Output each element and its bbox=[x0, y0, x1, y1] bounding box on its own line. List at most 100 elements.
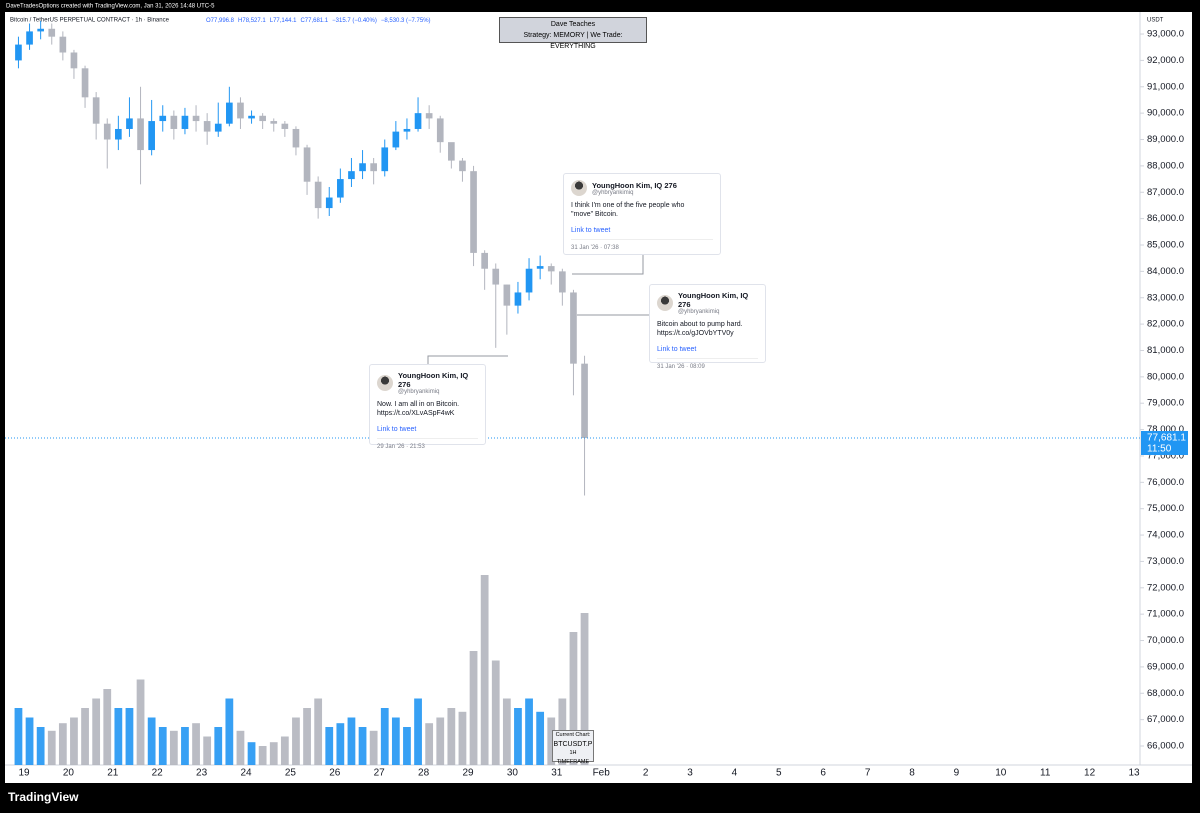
note-title: Dave Teaches bbox=[550, 21, 596, 28]
credit: DaveTradesOptions created with TradingVi… bbox=[6, 4, 215, 10]
y-tick-label: 68,000.0 bbox=[1147, 688, 1184, 699]
candle-body bbox=[470, 171, 477, 253]
x-tick-label: 23 bbox=[196, 768, 208, 779]
y-tick-label: 85,000.0 bbox=[1147, 240, 1184, 251]
tweet-card: YoungHoon Kim, IQ 276 @yhbryankimiq Bitco… bbox=[649, 284, 766, 370]
volume-bar bbox=[292, 717, 300, 765]
x-tick-label: 25 bbox=[285, 768, 297, 779]
candle-body bbox=[314, 181, 322, 209]
stat: H78,527.1 bbox=[238, 18, 266, 24]
candle-body bbox=[103, 123, 111, 140]
connectors bbox=[427, 255, 649, 364]
x-tick-label: 30 bbox=[507, 768, 519, 779]
tweet-handle: @yhbryankimiq bbox=[398, 389, 440, 395]
x-tick-label: 28 bbox=[418, 768, 430, 779]
x-tick-label: 21 bbox=[107, 768, 119, 779]
candle-body bbox=[448, 142, 455, 161]
candle-body bbox=[514, 292, 522, 306]
x-tick-label: 7 bbox=[865, 768, 871, 779]
y-tick-label: 77,000.0 bbox=[1147, 450, 1184, 461]
y-tick-label: 78,000.0 bbox=[1147, 424, 1184, 435]
volume-bar bbox=[192, 723, 200, 765]
symbol-stats: O77,996.8 H78,527.1 L77,144.1 C77,681.1 −315… bbox=[206, 18, 431, 24]
candle-body bbox=[70, 52, 78, 69]
avatar bbox=[571, 180, 587, 196]
current-chart-timeframe: 1H TIMEFRAME bbox=[556, 750, 590, 765]
axis-unit: USDT bbox=[1147, 18, 1164, 24]
y-tick-label: 73,000.0 bbox=[1147, 556, 1184, 567]
x-tick-label: 4 bbox=[732, 768, 738, 779]
tweet-card: YoungHoon Kim, IQ 276 @yhbryankimiq I thi… bbox=[563, 173, 721, 255]
y-tick-label: 82,000.0 bbox=[1147, 319, 1184, 330]
volume-bar bbox=[114, 708, 123, 765]
tweet-text: Now. I am all in on Bitcoin. https://t.c… bbox=[377, 401, 460, 417]
volume-bar bbox=[347, 717, 356, 765]
volume-bar bbox=[525, 698, 533, 765]
stat: L77,144.1 bbox=[270, 18, 297, 24]
tweet-handle: @yhbryankimiq bbox=[592, 189, 634, 196]
candle-body bbox=[37, 28, 44, 32]
tweet-link[interactable]: Link to tweet bbox=[657, 346, 697, 353]
candle-body bbox=[392, 131, 400, 148]
volume-bar bbox=[181, 727, 189, 765]
volume-bar bbox=[103, 689, 112, 765]
tweet-link[interactable]: Link to tweet bbox=[377, 426, 417, 433]
candle-body bbox=[503, 284, 511, 306]
tweet-link[interactable]: Link to tweet bbox=[571, 227, 611, 234]
y-tick-label: 93,000.0 bbox=[1147, 29, 1184, 40]
candle-body bbox=[459, 160, 466, 172]
stat: −315.7 (−0.40%) bbox=[332, 18, 377, 24]
candle-body bbox=[26, 31, 33, 45]
tweet-text: I think I'm one of the five people who "… bbox=[571, 202, 685, 218]
y-tick-label: 69,000.0 bbox=[1147, 661, 1184, 672]
volume-bar bbox=[580, 613, 589, 765]
y-tick-label: 71,000.0 bbox=[1147, 609, 1184, 620]
x-tick-label: 31 bbox=[551, 768, 563, 779]
y-tick-label: 88,000.0 bbox=[1147, 160, 1184, 171]
volume-bar bbox=[81, 708, 89, 765]
x-tick-label: 29 bbox=[462, 768, 474, 779]
tweet-name: YoungHoon Kim, IQ 276 bbox=[678, 291, 749, 309]
candle-body bbox=[214, 123, 222, 132]
candle-body bbox=[48, 28, 56, 37]
tweet-date: 29 Jan '26 · 21:53 bbox=[377, 438, 478, 450]
symbol: Bitcoin / TetherUS PERPETUAL CONTRACT · … bbox=[10, 18, 170, 24]
candle-body bbox=[226, 102, 233, 124]
volume-bar bbox=[325, 727, 334, 765]
volume-bar bbox=[169, 730, 178, 765]
current-chart-symbol: BTCUSDT.P bbox=[553, 741, 593, 748]
volume-bar bbox=[458, 711, 467, 765]
stat: −8,530.3 (−7.75%) bbox=[381, 18, 431, 24]
note-subtitle: Strategy: MEMORY | We Trade: EVERYTHING bbox=[523, 32, 623, 50]
candle-body bbox=[425, 113, 433, 119]
tweet-date: 31 Jan '26 · 07:38 bbox=[571, 239, 713, 251]
volume-bar bbox=[147, 717, 156, 765]
candle-body bbox=[525, 268, 533, 293]
volume-bar bbox=[447, 708, 456, 765]
current-chart-label: Current Chart: bbox=[555, 732, 591, 738]
volume-bar bbox=[14, 708, 23, 765]
candle-body bbox=[137, 118, 144, 151]
candle-body bbox=[536, 266, 544, 269]
y-tick-label: 89,000.0 bbox=[1147, 134, 1184, 145]
chart-background bbox=[5, 12, 1192, 783]
volume-bar bbox=[380, 708, 389, 765]
candle-body bbox=[92, 97, 100, 124]
candle-body bbox=[270, 121, 278, 124]
y-tick-label: 74,000.0 bbox=[1147, 530, 1184, 541]
volume-bar bbox=[369, 730, 378, 765]
candle-body bbox=[559, 271, 566, 293]
volume-bar bbox=[280, 736, 289, 765]
x-tick-label: 8 bbox=[909, 768, 915, 779]
candle-body bbox=[248, 115, 255, 119]
volume-bar bbox=[58, 723, 67, 765]
y-tick-label: 81,000.0 bbox=[1147, 345, 1184, 356]
volume-bar bbox=[225, 698, 234, 765]
tweet-handle: @yhbryankimiq bbox=[678, 309, 720, 315]
volume-bar bbox=[70, 717, 78, 765]
candle-body bbox=[81, 68, 89, 98]
volume-bar bbox=[436, 717, 445, 765]
x-tick-label: 2 bbox=[643, 768, 649, 779]
y-tick-label: 90,000.0 bbox=[1147, 108, 1184, 119]
candle-body bbox=[414, 113, 422, 129]
